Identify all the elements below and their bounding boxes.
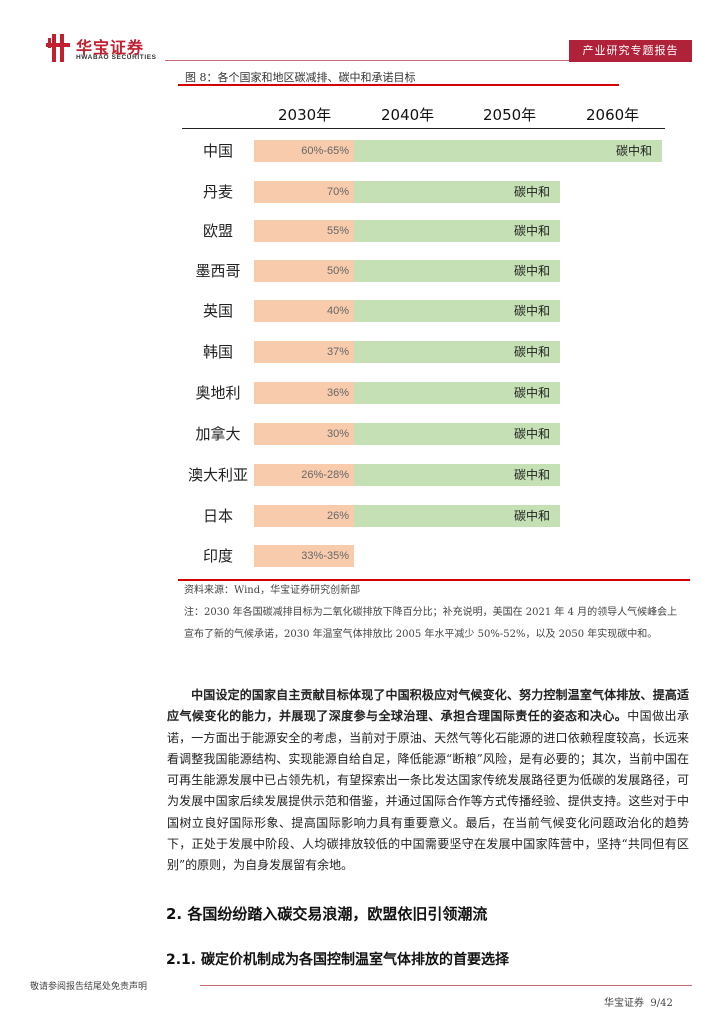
- neutral-bar-japan: 碳中和: [354, 505, 560, 527]
- neutral-bar-eu: 碳中和: [354, 220, 560, 242]
- footer-page-info: 华宝证券 9/42: [604, 994, 673, 1009]
- body-bold-lead: 中国设定的国家自主贡献目标体现了中国积极应对气候变化、努力控制温室气体排放、提高…: [167, 688, 689, 724]
- reduction-bar-uk: 40%: [254, 300, 354, 322]
- reduction-bar-india: 33%-35%: [254, 545, 354, 567]
- row-label-china: 中国: [202, 142, 233, 160]
- neutral-bar-china: 碳中和: [354, 140, 662, 162]
- neutral-bar-austria: 碳中和: [354, 382, 560, 404]
- report-type-badge: 产业研究专题报告: [569, 40, 692, 62]
- neutral-bar-uk: 碳中和: [354, 300, 560, 322]
- logo-text-en: HWABAO SECURITIES: [76, 54, 157, 61]
- figure-source: 资料来源：Wind，华宝证券研究创新部: [184, 585, 361, 596]
- row-label-denmark: 丹麦: [202, 183, 233, 201]
- logo-text-cn: 华宝证券: [76, 38, 145, 57]
- row-label-korea: 韩国: [202, 343, 233, 361]
- section-heading: 2. 各国纷纷踏入碳交易浪潮，欧盟依旧引领潮流: [166, 905, 488, 923]
- body-text: 中国做出承诺，一方面出于能源安全的考虑，当前对于原油、天然气等化石能源的进口依赖…: [167, 709, 689, 873]
- header-divider: [165, 60, 569, 61]
- neutral-bar-canada: 碳中和: [354, 423, 560, 445]
- row-label-japan: 日本: [202, 507, 233, 525]
- reduction-bar-canada: 30%: [254, 423, 354, 445]
- neutral-bar-denmark: 碳中和: [354, 181, 560, 203]
- footer-divider: [200, 985, 692, 986]
- reduction-bar-denmark: 70%: [254, 181, 354, 203]
- reduction-bar-australia: 26%-28%: [254, 464, 354, 486]
- column-header-2030: 2030年: [278, 106, 332, 124]
- row-label-eu: 欧盟: [202, 222, 233, 240]
- row-label-uk: 英国: [202, 302, 233, 320]
- column-header-2040: 2040年: [381, 106, 435, 124]
- subsection-heading: 2.1. 碳定价机制成为各国控制温室气体排放的首要选择: [166, 952, 509, 968]
- reduction-bar-austria: 36%: [254, 382, 354, 404]
- row-label-austria: 奥地利: [195, 384, 241, 402]
- neutral-bar-australia: 碳中和: [354, 464, 560, 486]
- column-header-2050: 2050年: [483, 106, 537, 124]
- company-logo: 华宝证券 HWABAO SECURITIES: [46, 34, 176, 66]
- row-label-canada: 加拿大: [195, 425, 241, 443]
- footer-brand: 华宝证券: [604, 998, 644, 1009]
- reduction-bar-korea: 37%: [254, 341, 354, 363]
- page-number: 9/42: [650, 998, 673, 1009]
- reduction-bar-china: 60%-65%: [254, 140, 354, 162]
- row-label-india: 印度: [202, 547, 233, 565]
- row-label-australia: 澳大利亚: [187, 466, 248, 484]
- chart-bottom-rule: [178, 579, 690, 581]
- footer-disclaimer: 敬请参阅报告结尾处免责声明: [30, 982, 148, 992]
- figure-title-underline: [178, 84, 619, 86]
- column-header-2060: 2060年: [586, 106, 640, 124]
- row-label-mexico: 墨西哥: [195, 262, 241, 280]
- neutral-bar-mexico: 碳中和: [354, 260, 560, 282]
- reduction-bar-japan: 26%: [254, 505, 354, 527]
- figure-title: 图 8：各个国家和地区碳减排、碳中和承诺目标: [185, 71, 416, 84]
- chart-header-rule: [182, 128, 665, 129]
- neutral-bar-korea: 碳中和: [354, 341, 560, 363]
- reduction-bar-mexico: 50%: [254, 260, 354, 282]
- logo-mark-icon: [46, 34, 70, 62]
- reduction-bar-eu: 55%: [254, 220, 354, 242]
- figure-note: 注：2030 年各国碳减排目标为二氧化碳排放下降百分比；补充说明，美国在 202…: [184, 607, 678, 640]
- body-paragraph: 中国设定的国家自主贡献目标体现了中国积极应对气候变化、努力控制温室气体排放、提高…: [167, 685, 689, 877]
